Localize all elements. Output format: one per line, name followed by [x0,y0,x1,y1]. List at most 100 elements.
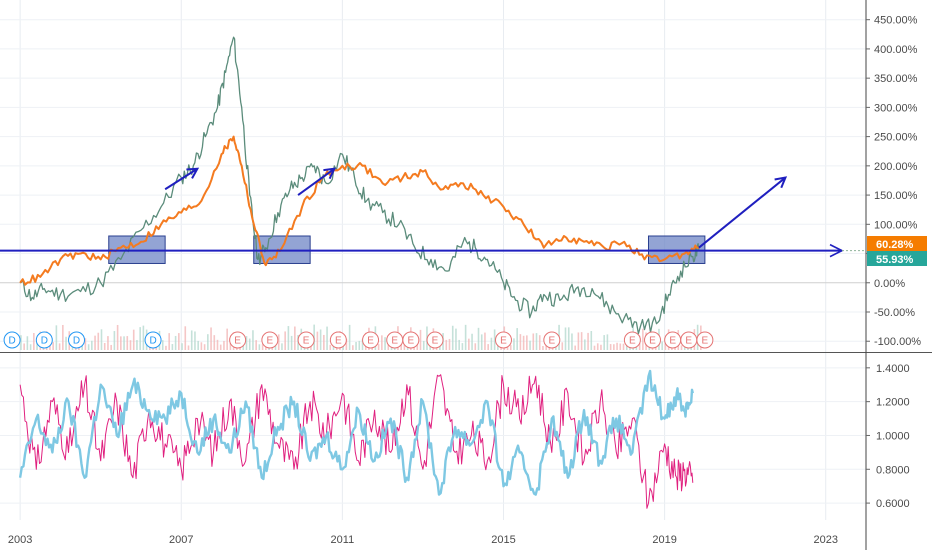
volume-bar [616,342,618,350]
y-tick-label: 200.00% [874,161,918,173]
event-marker-label: E [303,336,310,347]
volume-bar [87,344,90,350]
volume-bar [165,345,167,350]
volume-bar [622,343,625,350]
y-tick-label: 300.00% [874,102,918,114]
volume-bar [65,336,67,350]
volume-bar [567,327,570,350]
volume-bar [384,337,386,350]
volume-bar [422,340,425,350]
volume-bar [564,327,567,350]
volume-bar [23,343,25,350]
dividend-marker [35,331,53,349]
volume-bar [377,344,380,350]
event-marker-label: E [649,336,656,347]
volume-bar [603,335,605,350]
volume-bar [136,340,138,350]
volume-bar [248,338,251,350]
volume-bar [91,340,93,350]
indicator-tick-label: 1.0000 [876,430,910,442]
volume-bar [107,336,109,350]
y-tick-label: 150.00% [874,190,918,202]
volume-bar [532,333,535,350]
volume-bar [471,333,473,350]
trend-arrow [164,167,198,191]
earnings-marker [402,331,420,349]
volume-bar [538,335,541,350]
event-marker-label: D [73,336,80,347]
volume-bar [487,344,489,350]
volume-bar [55,325,58,350]
dividend-marker [3,331,21,349]
volume-bar [116,324,119,350]
volume-bar [36,339,38,350]
volume-bar [190,330,193,350]
volume-bar [596,343,599,350]
volume-bar [252,330,254,350]
volume-bar [213,335,216,350]
volume-bar [242,345,245,350]
volume-bar [187,345,190,350]
volume-bar [261,344,264,350]
volume-bar [323,334,325,350]
event-marker-label: D [8,336,15,347]
event-marker-label: E [234,336,241,347]
indicator-line-magenta [19,374,694,509]
y-tick-label: -100.00% [874,336,921,348]
volume-bar [571,333,573,350]
volume-bar [184,326,187,350]
event-marker-label: E [685,336,692,347]
volume-bar [290,335,293,350]
x-tick-label: 2007 [169,534,193,546]
volume-bar [100,329,103,350]
indicator-tick-label: 0.6000 [876,498,910,510]
volume-bar [284,331,286,350]
event-marker-label: D [41,336,48,347]
volume-bar [258,344,261,350]
earnings-marker [644,331,662,349]
volume-bar [126,336,129,350]
volume-bar [358,340,361,350]
volume-bar [587,332,589,350]
volume-bar [181,343,183,350]
earnings-marker [623,331,641,349]
event-marker-label: E [267,336,274,347]
volume-bar [458,339,460,350]
volume-bar [178,333,180,350]
volume-bar [509,344,512,350]
volume-bar [255,340,257,350]
volume-bar [593,345,596,350]
indicator-line-cyan [18,369,694,496]
y-tick-label: 100.00% [874,219,918,231]
volume-bar [216,339,219,350]
volume-bar [33,333,35,350]
volume-bar [52,342,54,350]
volume-bar [542,345,544,350]
volume-bar [490,337,493,350]
volume-bar [97,332,100,350]
trend-arrowhead [323,167,337,180]
y-tick-label: 250.00% [874,132,918,144]
volume-bar [529,340,531,350]
volume-bar [580,332,583,350]
indicator-tick-label: 1.4000 [876,363,910,375]
event-marker-label: E [669,336,676,347]
y-tick-label: 0.00% [874,278,905,290]
x-tick-label: 2003 [8,534,32,546]
earnings-marker [696,331,714,349]
volume-bar [326,326,328,350]
volume-bar [600,344,602,350]
last-value-label: 60.28% [876,239,914,251]
volume-bar [294,326,296,350]
trend-arrowhead [186,167,200,179]
event-marker-label: E [408,336,415,347]
volume-bar [123,336,125,350]
last-value-badge [867,251,927,266]
volume-bar [229,342,232,350]
volume-bar [84,338,87,350]
earnings-marker [329,331,347,349]
volume-bar [223,340,225,350]
volume-bar [619,343,622,350]
volume-bar [277,334,280,350]
